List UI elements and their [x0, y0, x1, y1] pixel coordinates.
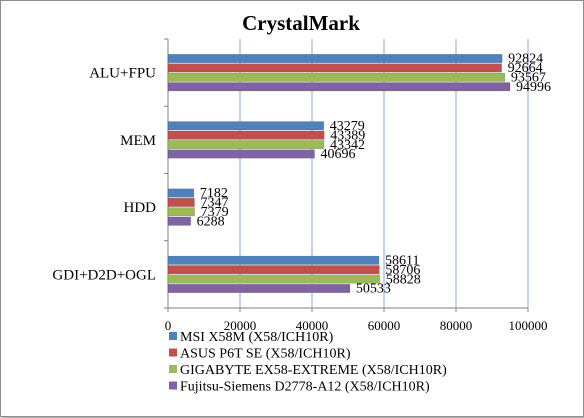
- value-label-hdd-series-1: 7182: [200, 186, 228, 201]
- category-label-gdi-d2d-ogl: GDI+D2D+OGL: [52, 267, 156, 283]
- legend-swatch-2: [169, 348, 177, 357]
- bar-alu-fpu-series-3: [167, 72, 506, 82]
- bar-hdd-series-1: [167, 188, 195, 198]
- category-label-hdd: HDD: [124, 200, 157, 216]
- legend-label-2: ASUS P6T SE (X58/ICH10R): [180, 347, 351, 362]
- value-label-mem-series-1: 43279: [330, 119, 365, 134]
- value-label-gdi-d2d-ogl-series-1: 58611: [385, 253, 419, 268]
- value-label-alu-fpu-series-2: 92664: [508, 61, 543, 76]
- legend-label-4: Fujitsu-Siemens D2778-A12 (X58/ICH10R): [180, 380, 430, 395]
- legend-swatch-4: [169, 381, 177, 390]
- bar-mem-series-2: [167, 130, 325, 140]
- value-label-gdi-d2d-ogl-series-4: 50533: [356, 282, 391, 297]
- x-tick-label-20000: 20000: [224, 318, 257, 333]
- bar-mem-series-1: [167, 121, 325, 131]
- value-label-mem-series-4: 40696: [321, 147, 356, 162]
- bar-gdi-d2d-ogl-series-4: [167, 284, 351, 293]
- bar-alu-fpu-series-2: [167, 63, 502, 73]
- x-tick-label-0: 0: [165, 318, 172, 333]
- x-tick-label-40000: 40000: [296, 318, 329, 333]
- value-label-hdd-series-2: 7347: [200, 196, 228, 211]
- value-label-gdi-d2d-ogl-series-3: 58828: [386, 272, 421, 287]
- value-label-mem-series-3: 43342: [330, 138, 365, 153]
- value-label-mem-series-2: 43389: [330, 128, 365, 143]
- bar-gdi-d2d-ogl-series-2: [167, 265, 380, 275]
- legend-label-3: GIGABYTE EX58-EXTREME (X58/ICH10R): [180, 363, 447, 378]
- legend-label-1: MSI X58M (X58/ICH10R): [180, 330, 334, 345]
- value-label-alu-fpu-series-3: 93567: [511, 71, 546, 86]
- x-tick-label-60000: 60000: [368, 318, 401, 333]
- bar-gdi-d2d-ogl-series-1: [167, 255, 380, 265]
- bar-hdd-series-4: [167, 216, 191, 226]
- legend-swatch-3: [169, 365, 177, 373]
- bar-gdi-d2d-ogl-series-3: [167, 274, 381, 284]
- x-tick-label-100000: 100000: [509, 318, 548, 333]
- legend-swatch-1: [169, 332, 177, 340]
- bar-alu-fpu-series-4: [167, 82, 511, 92]
- bar-hdd-series-2: [167, 197, 195, 207]
- bar-mem-series-4: [167, 149, 315, 159]
- bar-mem-series-3: [167, 140, 325, 150]
- bar-hdd-series-3: [167, 207, 195, 217]
- category-label-mem: MEM: [120, 133, 156, 149]
- value-label-gdi-d2d-ogl-series-2: 58706: [385, 263, 420, 278]
- value-label-alu-fpu-series-1: 92824: [508, 52, 543, 67]
- value-label-alu-fpu-series-4: 94996: [516, 80, 551, 95]
- category-label-alu-fpu: ALU+FPU: [89, 66, 156, 82]
- value-label-hdd-series-4: 6288: [197, 214, 225, 229]
- chart-title: CrystalMark: [242, 11, 360, 35]
- value-label-hdd-series-3: 7379: [201, 205, 229, 220]
- bar-alu-fpu-series-1: [167, 54, 503, 63]
- x-tick-label-80000: 80000: [440, 318, 473, 333]
